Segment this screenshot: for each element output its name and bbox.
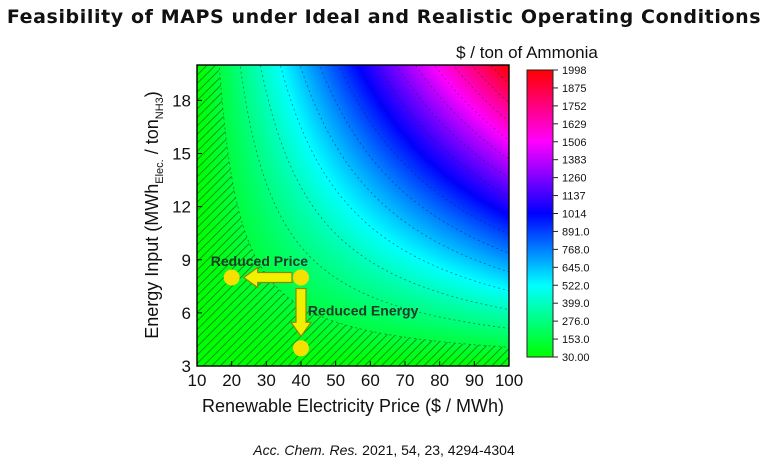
colorbar-tick-label: 276.0	[562, 316, 590, 328]
x-tick-label: 10	[188, 371, 207, 390]
contour-line-5	[319, 65, 509, 254]
scenario-point-0	[293, 269, 309, 286]
annotation-label: Reduced Price	[211, 253, 308, 269]
colorbar-tick-label: 1260	[562, 173, 586, 185]
colorbar-tick-label: 153.0	[562, 334, 590, 346]
scenario-point-1	[223, 269, 240, 286]
x-axis: 10 20 30 40 50 60 70 80 90 100	[188, 361, 523, 390]
x-tick-label: 100	[495, 371, 523, 390]
citation-journal: Acc. Chem. Res.	[253, 442, 359, 458]
colorbar-tick-label: 399.0	[562, 298, 590, 310]
x-axis-label: Renewable Electricity Price ($ / MWh)	[202, 396, 504, 416]
citation-details: 2021, 54, 23, 4294-4304	[358, 442, 515, 458]
contour-line-9	[395, 65, 509, 179]
y-tick-label: 15	[172, 145, 191, 164]
y-tick-label: 18	[172, 91, 191, 110]
x-tick-label: 30	[257, 371, 276, 390]
colorbar-gradient	[526, 69, 554, 358]
colorbar-tick-label: 30.00	[562, 352, 590, 364]
x-tick-label: 90	[465, 371, 484, 390]
contour-line-12	[452, 65, 509, 122]
y-axis: 3 6 9 12 15 18	[172, 91, 202, 376]
colorbar-tick-label: 1875	[562, 83, 586, 95]
y-tick-label: 6	[182, 304, 191, 323]
y-tick-label: 3	[182, 357, 191, 376]
y-tick-label: 9	[182, 251, 191, 270]
contour-line-3	[279, 65, 509, 292]
colorbar-tick-label: 645.0	[562, 262, 590, 274]
chart-title: Feasibility of MAPS under Ideal and Real…	[6, 6, 762, 28]
x-tick-label: 50	[326, 371, 345, 390]
annotation-label: Reduced Energy	[308, 302, 419, 318]
reduced-price-arrow	[242, 266, 293, 289]
colorbar-tick-label: 522.0	[562, 280, 590, 292]
x-tick-label: 70	[396, 371, 415, 390]
plot-frame	[196, 64, 510, 367]
colorbar-title: $ / ton of Ammonia	[456, 43, 598, 62]
colorbar-tick-label: 1383	[562, 155, 586, 167]
colorbar-tick-label: 1752	[562, 101, 586, 113]
contour-line-8	[376, 65, 509, 198]
contour-line-2	[259, 65, 509, 310]
x-tick-label: 40	[292, 371, 311, 390]
colorbar-tick-label: 1506	[562, 137, 586, 149]
colorbar-tick-label: 1629	[562, 119, 586, 131]
colorbar: $ / ton of Ammonia 199818751752162915061…	[456, 43, 598, 364]
colorbar-tick-label: 1137	[562, 191, 586, 203]
citation: Acc. Chem. Res. 2021, 54, 23, 4294-4304	[0, 442, 768, 458]
x-tick-label: 80	[430, 371, 449, 390]
contour-line-1	[239, 65, 509, 329]
colorbar-ticks: 1998 1875 1752 1629 1506 1383 1260 1137 1014 891.…	[553, 65, 590, 364]
x-tick-label: 20	[222, 371, 241, 390]
annotation-layer: Reduced Price Reduced Energy	[211, 253, 419, 357]
plot-area: Reduced Price Reduced Energy	[196, 64, 510, 367]
colorbar-tick-label: 768.0	[562, 244, 590, 256]
scenario-point-2	[293, 340, 309, 357]
hatched-feasible-region	[197, 65, 509, 366]
y-axis-label: Energy Input (MWhElec. / tonNH3)	[142, 91, 166, 339]
colorbar-tick-label: 1014	[562, 209, 586, 221]
reduced-energy-arrow	[289, 287, 313, 338]
y-tick-label: 12	[172, 198, 191, 217]
x-tick-label: 60	[361, 371, 380, 390]
colorbar-tick-label: 891.0	[562, 226, 590, 238]
colorbar-tick-label: 1998	[562, 65, 586, 77]
